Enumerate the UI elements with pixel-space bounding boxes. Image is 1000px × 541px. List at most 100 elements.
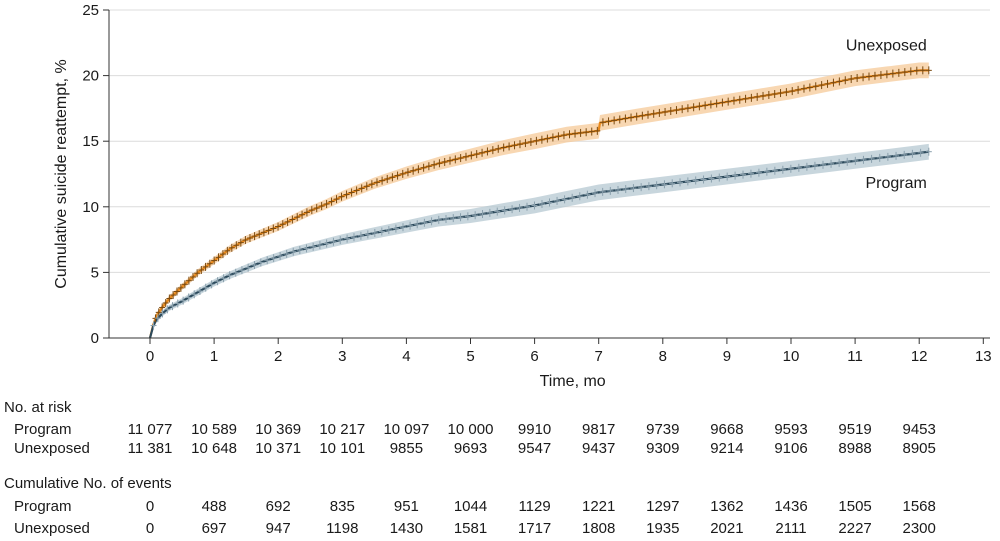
- unexposed-censor-mark: [639, 111, 646, 120]
- program-censor-mark: [901, 150, 908, 159]
- x-tick-label-4: 4: [402, 348, 410, 365]
- unexposed-censor-mark: [462, 152, 469, 161]
- unexposed-censor-mark: [358, 184, 365, 193]
- program-censor-mark: [344, 234, 351, 243]
- unexposed-censor-mark: [795, 85, 802, 94]
- program-censor-mark: [661, 180, 668, 189]
- unexposed-censor-mark: [284, 217, 291, 226]
- unexposed-censor-mark: [194, 269, 201, 278]
- table-cell: 1717: [518, 520, 551, 537]
- unexposed-censor-mark: [228, 243, 235, 252]
- table-cell: 8905: [903, 440, 936, 457]
- program-censor-mark: [364, 230, 371, 239]
- table-cell: 9453: [903, 421, 936, 438]
- unexposed-censor-mark: [343, 190, 350, 199]
- unexposed-censor-mark: [628, 113, 635, 122]
- unexposed-censor-mark: [679, 105, 686, 114]
- x-tick-label-13: 13: [975, 348, 992, 365]
- unexposed-censor-mark: [436, 159, 443, 168]
- unexposed-censor-mark: [495, 144, 502, 153]
- program-censor-mark: [337, 236, 344, 245]
- y-tick-label-15: 15: [82, 133, 99, 150]
- y-tick-label-25: 25: [82, 2, 99, 19]
- unexposed-censor-mark: [860, 73, 867, 82]
- y-tick-label-10: 10: [82, 199, 99, 216]
- unexposed-censor-mark: [599, 118, 606, 127]
- program-censor-mark: [238, 266, 245, 275]
- unexposed-censor-mark: [202, 262, 209, 271]
- unexposed-censor-mark: [555, 132, 562, 141]
- unexposed-censor-mark: [783, 88, 790, 97]
- table-cell: 1297: [646, 498, 679, 515]
- program-censor-mark: [509, 205, 516, 214]
- unexposed-censor-mark: [279, 220, 286, 229]
- table-cell: 9855: [390, 440, 423, 457]
- unexposed-censor-mark: [742, 94, 749, 103]
- unexposed-censor-mark: [162, 298, 169, 307]
- program-censor-mark: [576, 192, 583, 201]
- x-tick-label-1: 1: [210, 348, 218, 365]
- table-cell: 1568: [903, 498, 936, 515]
- table-cell: 9693: [454, 440, 487, 457]
- unexposed-censor-mark: [684, 104, 691, 113]
- unexposed-censor-mark: [348, 188, 355, 197]
- table-cell: 10 217: [319, 421, 365, 438]
- unexposed-censor-mark: [219, 250, 226, 259]
- unexposed-censor-mark: [871, 71, 878, 80]
- program-censor-mark: [732, 171, 739, 180]
- table-cell: 0: [146, 520, 154, 537]
- unexposed-censor-mark: [901, 68, 908, 77]
- program-censor-mark: [538, 199, 545, 208]
- program-series-label: Program: [865, 175, 926, 192]
- program-censor-mark: [716, 173, 723, 182]
- unexposed-censor-mark: [506, 142, 513, 151]
- unexposed-censor-mark: [399, 169, 406, 178]
- unexposed-censor-mark: [538, 135, 545, 144]
- program-censor-mark: [584, 190, 591, 199]
- x-axis-label: Time, mo: [540, 373, 606, 390]
- table-cell: 1430: [390, 520, 423, 537]
- program-censor-mark: [385, 226, 392, 235]
- unexposed-censor-mark: [622, 114, 629, 123]
- program-censor-mark: [755, 168, 762, 177]
- program-censor-mark: [270, 254, 277, 263]
- unexposed-censor-mark: [889, 69, 896, 78]
- table-cell: 488: [202, 498, 227, 515]
- table-cell: 9739: [646, 421, 679, 438]
- program-censor-mark: [245, 263, 252, 272]
- table-cell: 1935: [646, 520, 679, 537]
- unexposed-series-label: Unexposed: [846, 37, 927, 54]
- risk-tables: No. at risk Program 11 077 10 589 10 369 10 2…: [4, 399, 936, 537]
- table-cell: 10 369: [255, 421, 301, 438]
- program-censor-mark: [684, 177, 691, 186]
- unexposed-censor-mark: [605, 117, 612, 126]
- program-censor-mark: [150, 321, 157, 330]
- unexposed-censor-mark: [181, 280, 188, 289]
- table-cell: 1129: [518, 498, 550, 515]
- unexposed-censor-mark: [690, 103, 697, 112]
- table-cell: 9593: [774, 421, 807, 438]
- unexposed-censor-mark: [818, 81, 825, 90]
- series-labels: Unexposed Program: [846, 37, 927, 192]
- program-censor-mark: [592, 189, 599, 198]
- program-censor-mark: [884, 152, 891, 161]
- program-censor-mark: [622, 185, 629, 194]
- unexposed-censor-mark: [650, 109, 657, 118]
- table-cell: 9910: [518, 421, 551, 438]
- program-censor-mark: [371, 228, 378, 237]
- program-censor-mark: [523, 202, 530, 211]
- unexposed-censor-mark: [185, 276, 192, 285]
- unexposed-censor-mark: [667, 107, 674, 116]
- program-censor-mark: [264, 256, 271, 265]
- unexposed-censor-mark: [294, 213, 301, 222]
- program-censor-mark: [795, 163, 802, 172]
- program-censor-mark: [196, 287, 203, 296]
- program-censor-mark: [747, 169, 754, 178]
- y-tick-label-20: 20: [82, 68, 99, 85]
- unexposed-censor-mark: [842, 76, 849, 85]
- unexposed-censor-mark: [484, 147, 491, 156]
- program-censor-mark: [202, 283, 209, 292]
- unexposed-censor-mark: [155, 308, 162, 317]
- program-censor-mark: [159, 309, 166, 318]
- program-censor-mark: [180, 296, 187, 305]
